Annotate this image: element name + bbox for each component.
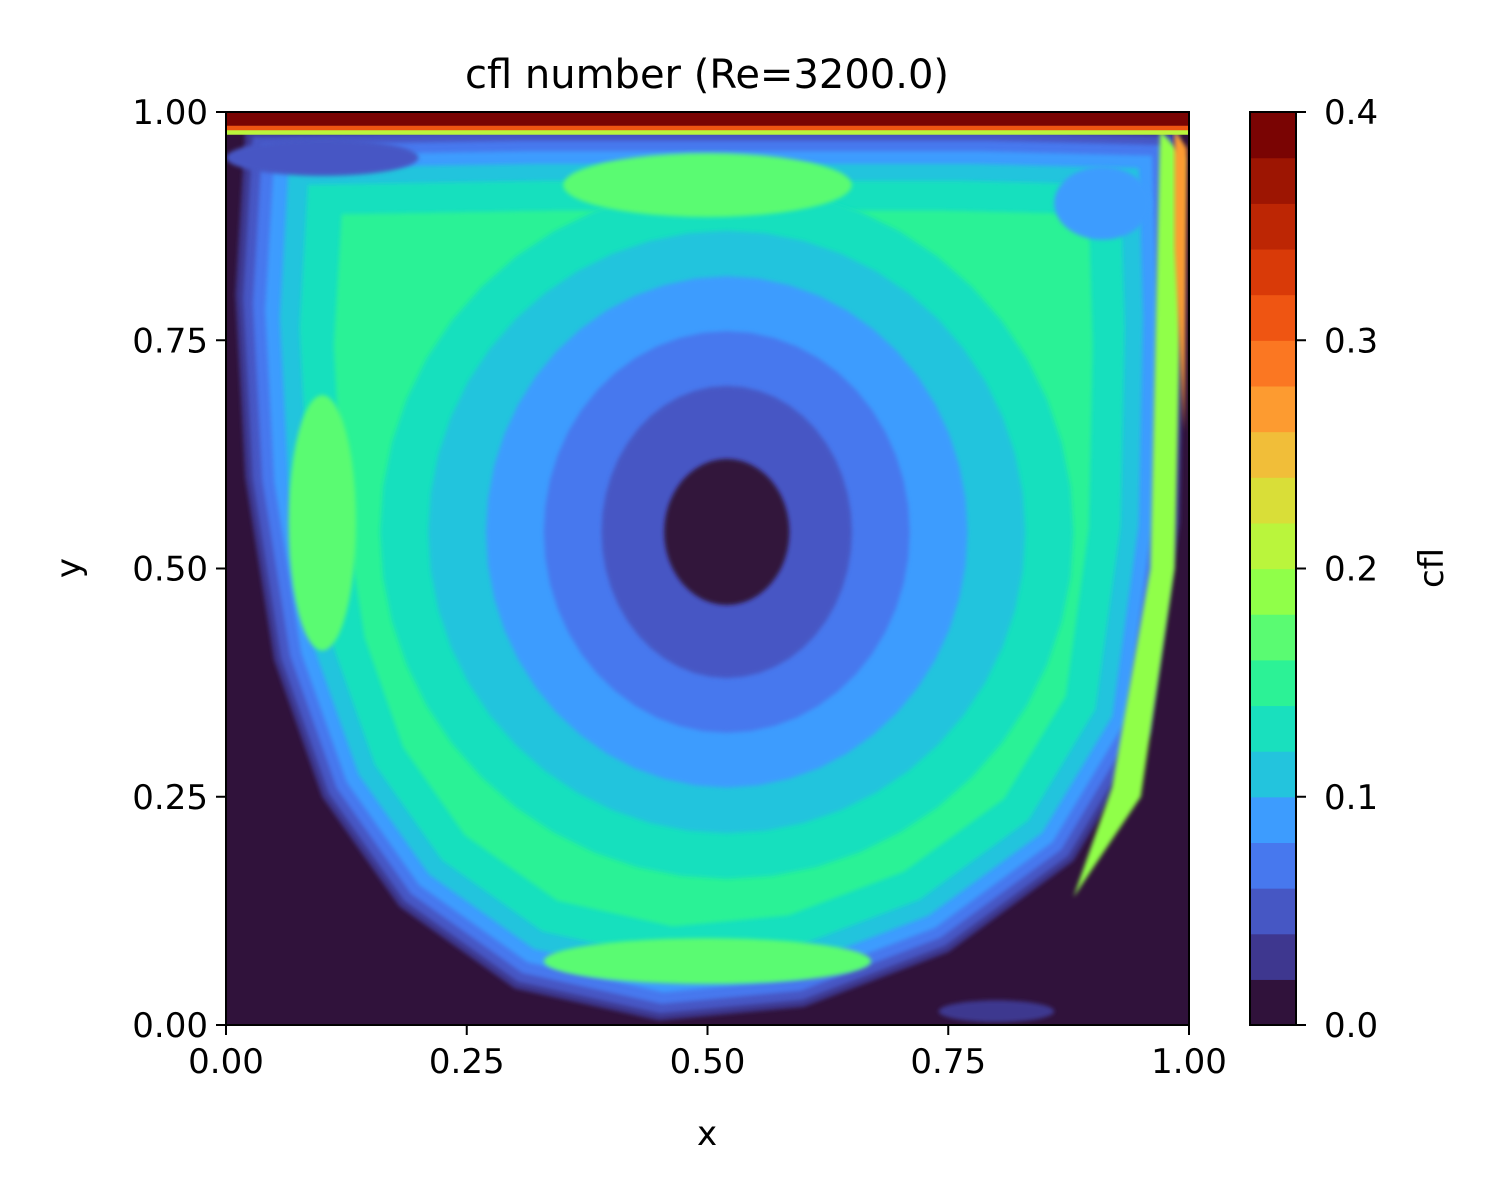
contour-band — [664, 458, 790, 605]
colorbar-segment — [1250, 157, 1296, 204]
y-tick-label: 0.50 — [132, 550, 208, 590]
colorbar-segment — [1250, 340, 1296, 387]
colorbar-tick-label: 0.1 — [1324, 778, 1378, 818]
colorbar-tick-label: 0.4 — [1324, 93, 1378, 133]
colorbar-tick-label: 0.2 — [1324, 550, 1378, 590]
y-tick-label: 1.00 — [132, 93, 208, 133]
colorbar-segment — [1250, 659, 1296, 707]
colorbar-segment — [1250, 751, 1296, 798]
colorbar-segment — [1250, 522, 1296, 570]
colorbar-segment — [1250, 568, 1296, 615]
colorbar-segment — [1250, 112, 1296, 159]
x-tick-label: 0.50 — [670, 1042, 746, 1082]
plot-area — [226, 112, 1189, 1025]
colorbar-label: cfl — [1412, 548, 1452, 588]
colorbar: 0.0 0.1 0.2 0.3 0.4 — [1249, 93, 1378, 1046]
y-axis: 0.00 0.25 0.50 0.75 1.00 — [132, 93, 226, 1046]
y-tick-label: 0.25 — [132, 778, 208, 818]
contour-band — [543, 938, 872, 984]
colorbar-segment — [1250, 248, 1296, 296]
contour-band — [288, 395, 356, 651]
colorbar-segment — [1250, 294, 1296, 341]
contour-band — [1073, 130, 1185, 898]
contour-band — [563, 153, 852, 217]
colorbar-segment — [1250, 888, 1296, 935]
colorbar-segment — [1250, 705, 1296, 752]
y-tick-label: 0.00 — [132, 1006, 208, 1046]
lid-band — [226, 112, 1189, 126]
x-tick-label: 0.00 — [188, 1042, 264, 1082]
colorbar-segment — [1250, 431, 1296, 478]
colorbar-segment — [1250, 385, 1296, 433]
x-axis: 0.00 0.25 0.50 0.75 1.00 — [188, 1025, 1227, 1082]
contour-band — [1054, 166, 1151, 240]
x-tick-label: 1.00 — [1151, 1042, 1227, 1082]
colorbar-segment — [1250, 614, 1296, 661]
colorbar-segment — [1250, 979, 1296, 1026]
colorbar-segment — [1250, 933, 1296, 980]
contour-field — [226, 112, 1189, 1023]
colorbar-tick-label: 0.0 — [1324, 1006, 1378, 1046]
x-axis-label: x — [697, 1114, 717, 1154]
y-axis-label: y — [49, 558, 89, 578]
colorbar-segment — [1250, 796, 1296, 843]
contour-band — [226, 139, 419, 176]
colorbar-segment — [1250, 842, 1296, 889]
x-tick-label: 0.75 — [910, 1042, 986, 1082]
colorbar-segment — [1250, 477, 1296, 524]
colorbar-segment — [1250, 203, 1296, 250]
contour-band — [1174, 130, 1188, 432]
chart-title: cfl number (Re=3200.0) — [465, 52, 949, 98]
x-tick-label: 0.25 — [429, 1042, 505, 1082]
y-tick-label: 0.75 — [132, 321, 208, 361]
colorbar-tick-label: 0.3 — [1324, 321, 1378, 361]
contour-band — [938, 1000, 1055, 1023]
